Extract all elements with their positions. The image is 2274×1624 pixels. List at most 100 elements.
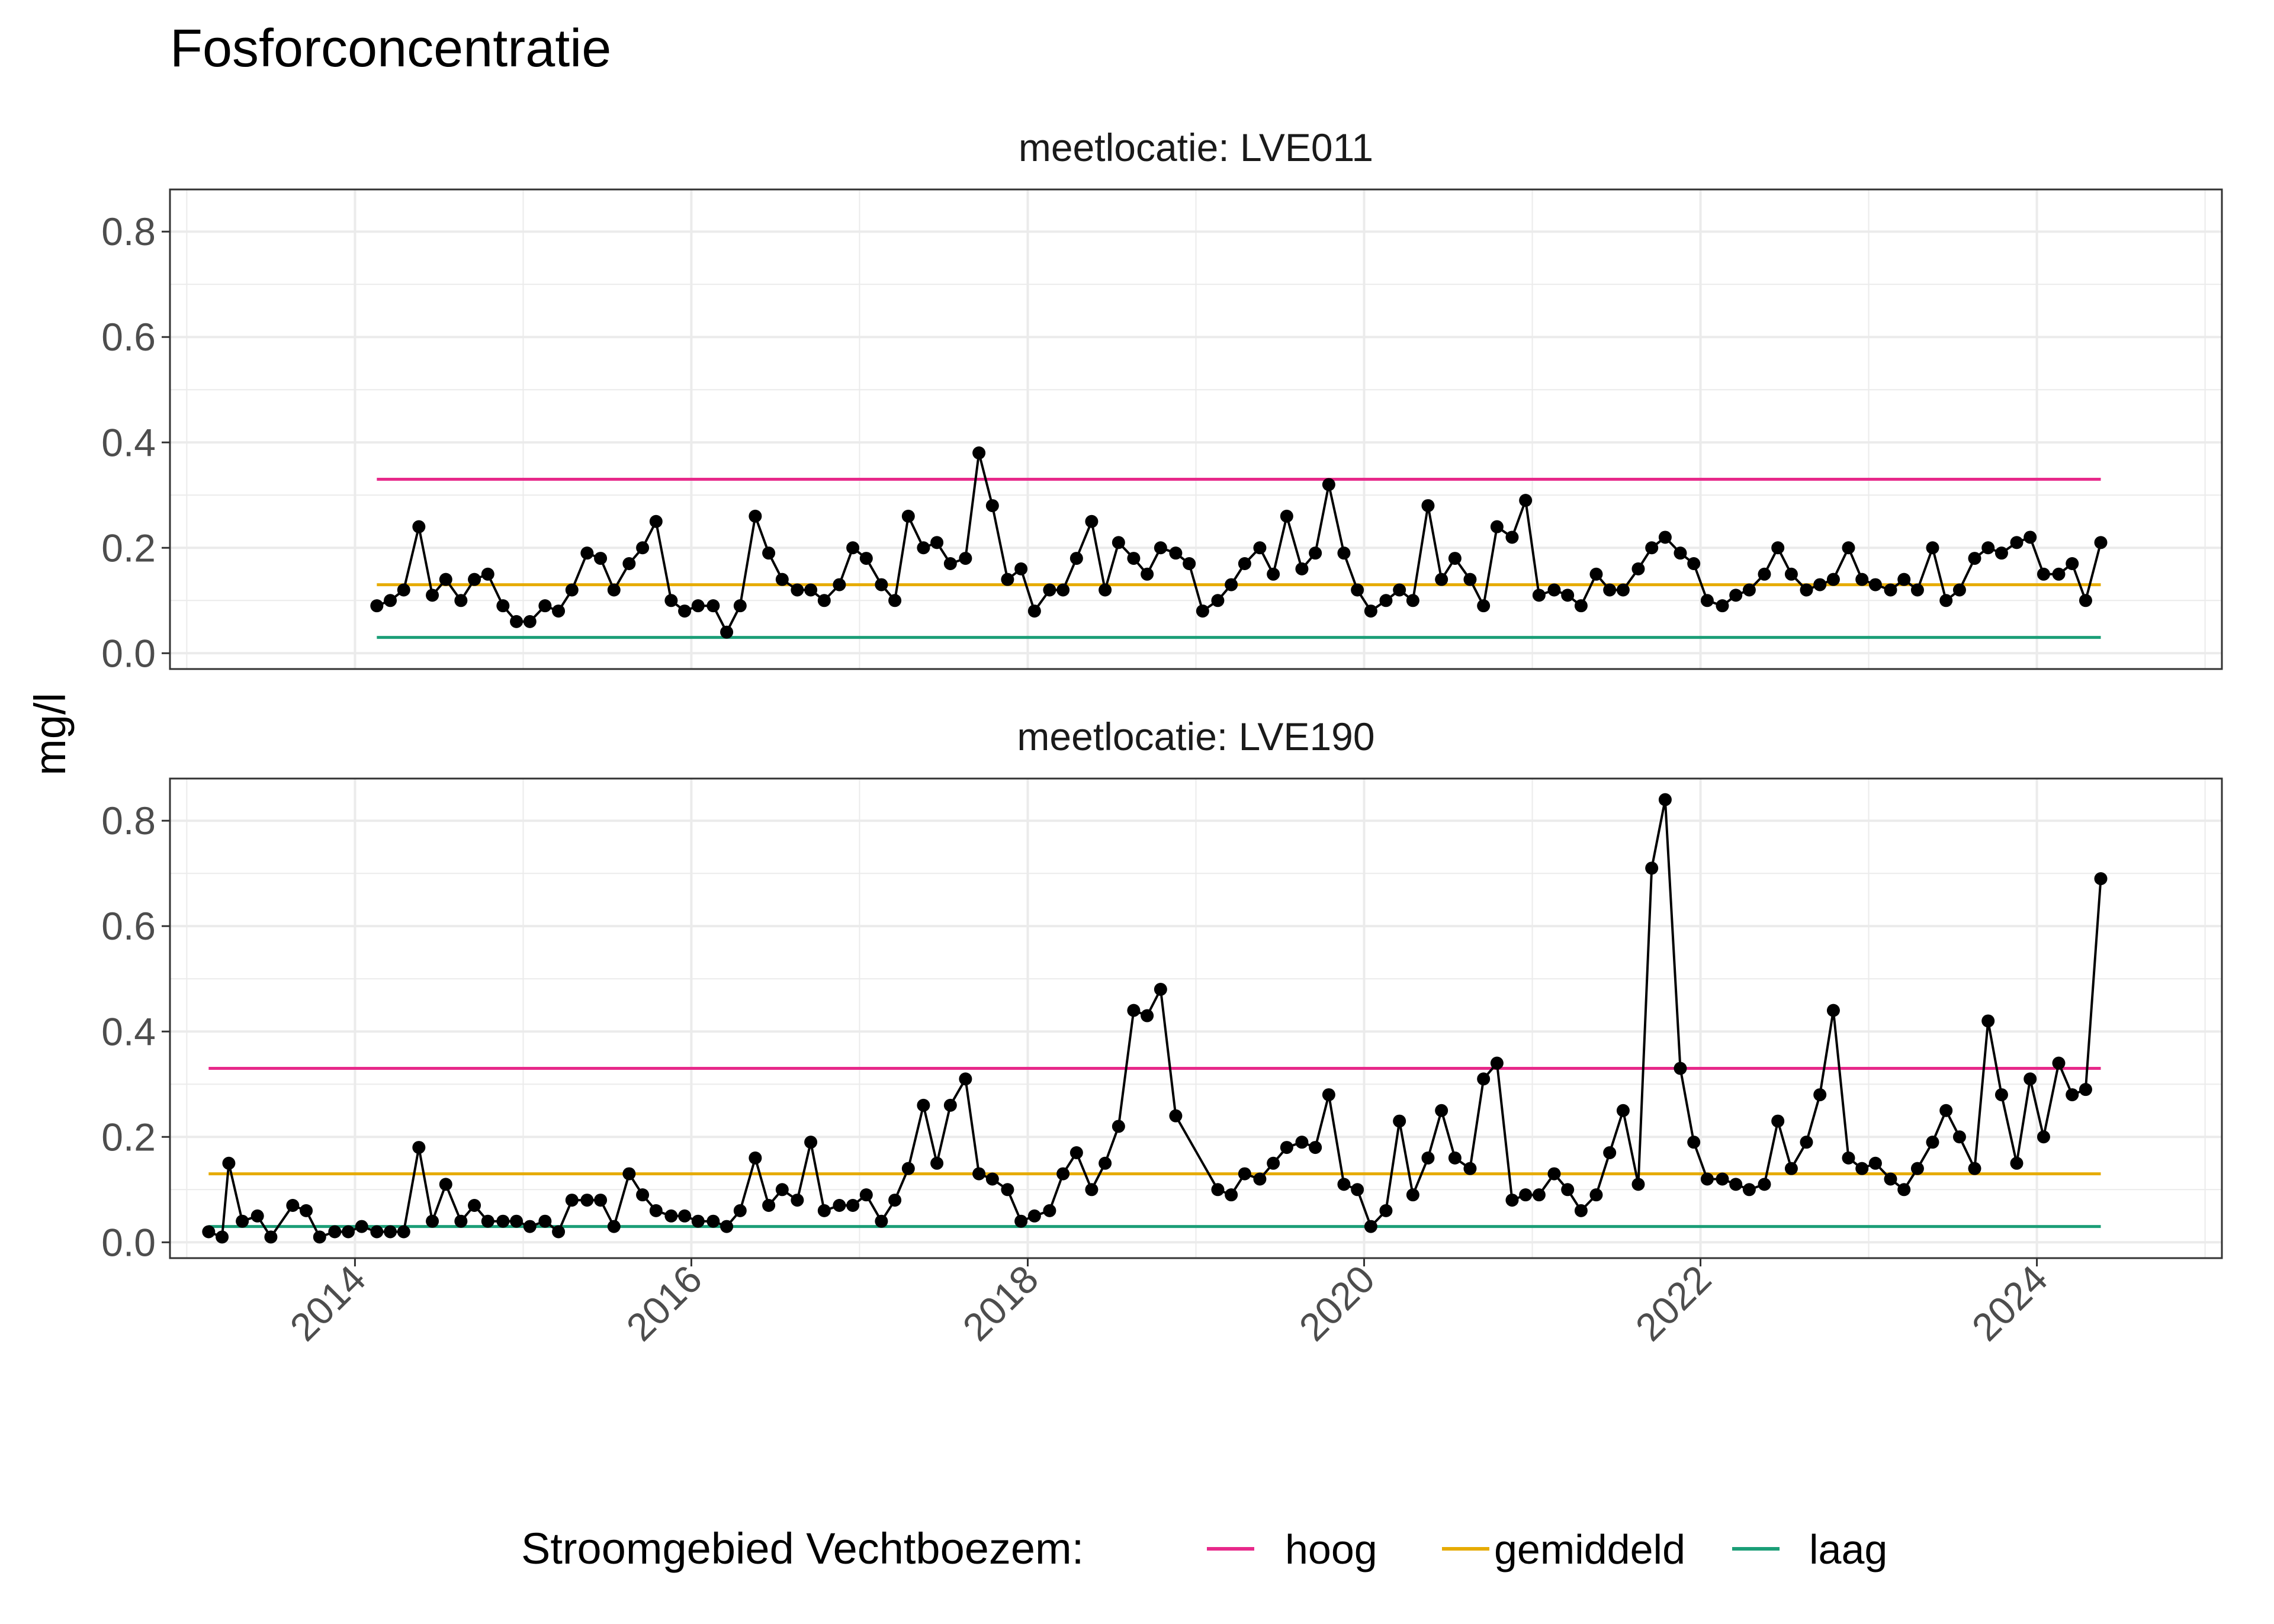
data-point xyxy=(607,1220,621,1233)
data-point xyxy=(1771,1114,1785,1128)
data-point xyxy=(1280,509,1293,523)
data-point xyxy=(538,599,552,613)
data-point xyxy=(1141,567,1154,581)
data-point xyxy=(370,1225,384,1239)
data-point xyxy=(791,1194,804,1207)
data-point xyxy=(1813,578,1827,591)
data-point xyxy=(1658,793,1672,806)
data-point xyxy=(1952,1130,1966,1144)
data-point xyxy=(959,1072,972,1086)
panel-border xyxy=(169,188,2223,670)
data-point xyxy=(1337,546,1351,560)
data-point xyxy=(1939,594,1953,607)
data-point xyxy=(1421,1151,1435,1165)
y-tick-label: 0.6 xyxy=(101,315,156,359)
legend: Stroomgebied Vechtboezem: hoog gemiddeld… xyxy=(521,1524,1887,1573)
data-point xyxy=(2010,536,2024,549)
series-line xyxy=(376,452,2102,633)
data-point xyxy=(733,599,747,613)
chart-title: Fosforconcentratie xyxy=(170,19,611,78)
panel-lve190: meetlocatie: LVE190 0.0 0.2 0.4 0.6 0.8 xyxy=(101,715,2223,1264)
data-point xyxy=(636,541,650,555)
data-point xyxy=(1897,1183,1911,1197)
y-tick-label: 0.0 xyxy=(101,1220,156,1264)
data-point xyxy=(496,599,510,613)
data-point xyxy=(216,1230,229,1244)
data-point xyxy=(1868,578,1882,591)
data-point xyxy=(762,546,776,560)
data-point xyxy=(636,1188,650,1202)
data-point xyxy=(1616,583,1630,597)
data-point xyxy=(1800,1136,1813,1149)
data-point xyxy=(313,1230,326,1244)
data-point xyxy=(202,1225,216,1239)
data-point xyxy=(594,1194,608,1207)
data-point xyxy=(1687,1136,1701,1149)
data-point xyxy=(523,1220,537,1233)
data-point xyxy=(1393,583,1406,597)
data-point xyxy=(1085,514,1099,528)
data-point xyxy=(1379,1204,1393,1217)
data-point xyxy=(1561,589,1575,602)
y-tick-label: 0.4 xyxy=(101,420,156,464)
data-point xyxy=(917,541,930,555)
data-point xyxy=(1069,552,1083,565)
data-point xyxy=(1729,1178,1743,1191)
data-point xyxy=(1406,594,1419,607)
x-tick-label: 2014 xyxy=(281,1257,374,1349)
data-point xyxy=(1855,573,1869,586)
data-point xyxy=(1267,1156,1280,1170)
data-point xyxy=(439,573,452,586)
x-axis: 2014 2016 2018 2020 2022 2024 xyxy=(281,1257,2055,1349)
data-point xyxy=(1631,1178,1645,1191)
data-point xyxy=(1295,1136,1309,1149)
legend-title: Stroomgebied Vechtboezem: xyxy=(521,1524,1084,1573)
data-point xyxy=(2094,536,2108,549)
data-point xyxy=(720,1220,734,1233)
data-point xyxy=(859,1188,873,1202)
data-point xyxy=(649,514,663,528)
data-point xyxy=(1758,1178,1771,1191)
data-point xyxy=(236,1214,249,1228)
data-point xyxy=(791,583,804,597)
data-point xyxy=(1939,1104,1953,1117)
y-tick-label: 0.4 xyxy=(101,1009,156,1053)
data-point xyxy=(1112,1120,1125,1133)
data-point xyxy=(1884,583,1897,597)
data-point xyxy=(901,1162,915,1175)
data-point xyxy=(426,589,439,602)
panel-strip-label: meetlocatie: LVE011 xyxy=(1019,126,1373,169)
data-point xyxy=(1014,562,1028,575)
data-point xyxy=(1056,1167,1070,1181)
data-point xyxy=(1981,1014,1995,1028)
data-point xyxy=(1253,1172,1267,1186)
data-point xyxy=(930,536,944,549)
data-point xyxy=(1968,552,1981,565)
data-point xyxy=(565,583,579,597)
data-point xyxy=(1868,1156,1882,1170)
data-point xyxy=(930,1156,944,1170)
data-point xyxy=(1926,541,1939,555)
data-point xyxy=(1322,1088,1335,1102)
data-point xyxy=(1435,573,1448,586)
data-point xyxy=(1574,599,1588,613)
data-point xyxy=(1826,573,1840,586)
data-point xyxy=(649,1204,663,1217)
x-tick-label: 2020 xyxy=(1290,1257,1383,1349)
data-point xyxy=(917,1098,930,1112)
data-point xyxy=(1716,1172,1729,1186)
data-point xyxy=(622,1167,636,1181)
data-point xyxy=(1027,604,1041,618)
data-point xyxy=(943,1098,957,1112)
data-point xyxy=(370,599,384,613)
data-point xyxy=(1043,583,1056,597)
data-point xyxy=(1687,557,1701,570)
data-point xyxy=(1141,1009,1154,1022)
data-point xyxy=(1519,494,1533,507)
data-point xyxy=(1561,1183,1575,1197)
y-tick-label: 0.2 xyxy=(101,1115,156,1159)
data-point xyxy=(439,1178,452,1191)
data-point xyxy=(1490,520,1504,533)
data-point xyxy=(1183,557,1196,570)
x-tick-label: 2018 xyxy=(954,1257,1046,1349)
